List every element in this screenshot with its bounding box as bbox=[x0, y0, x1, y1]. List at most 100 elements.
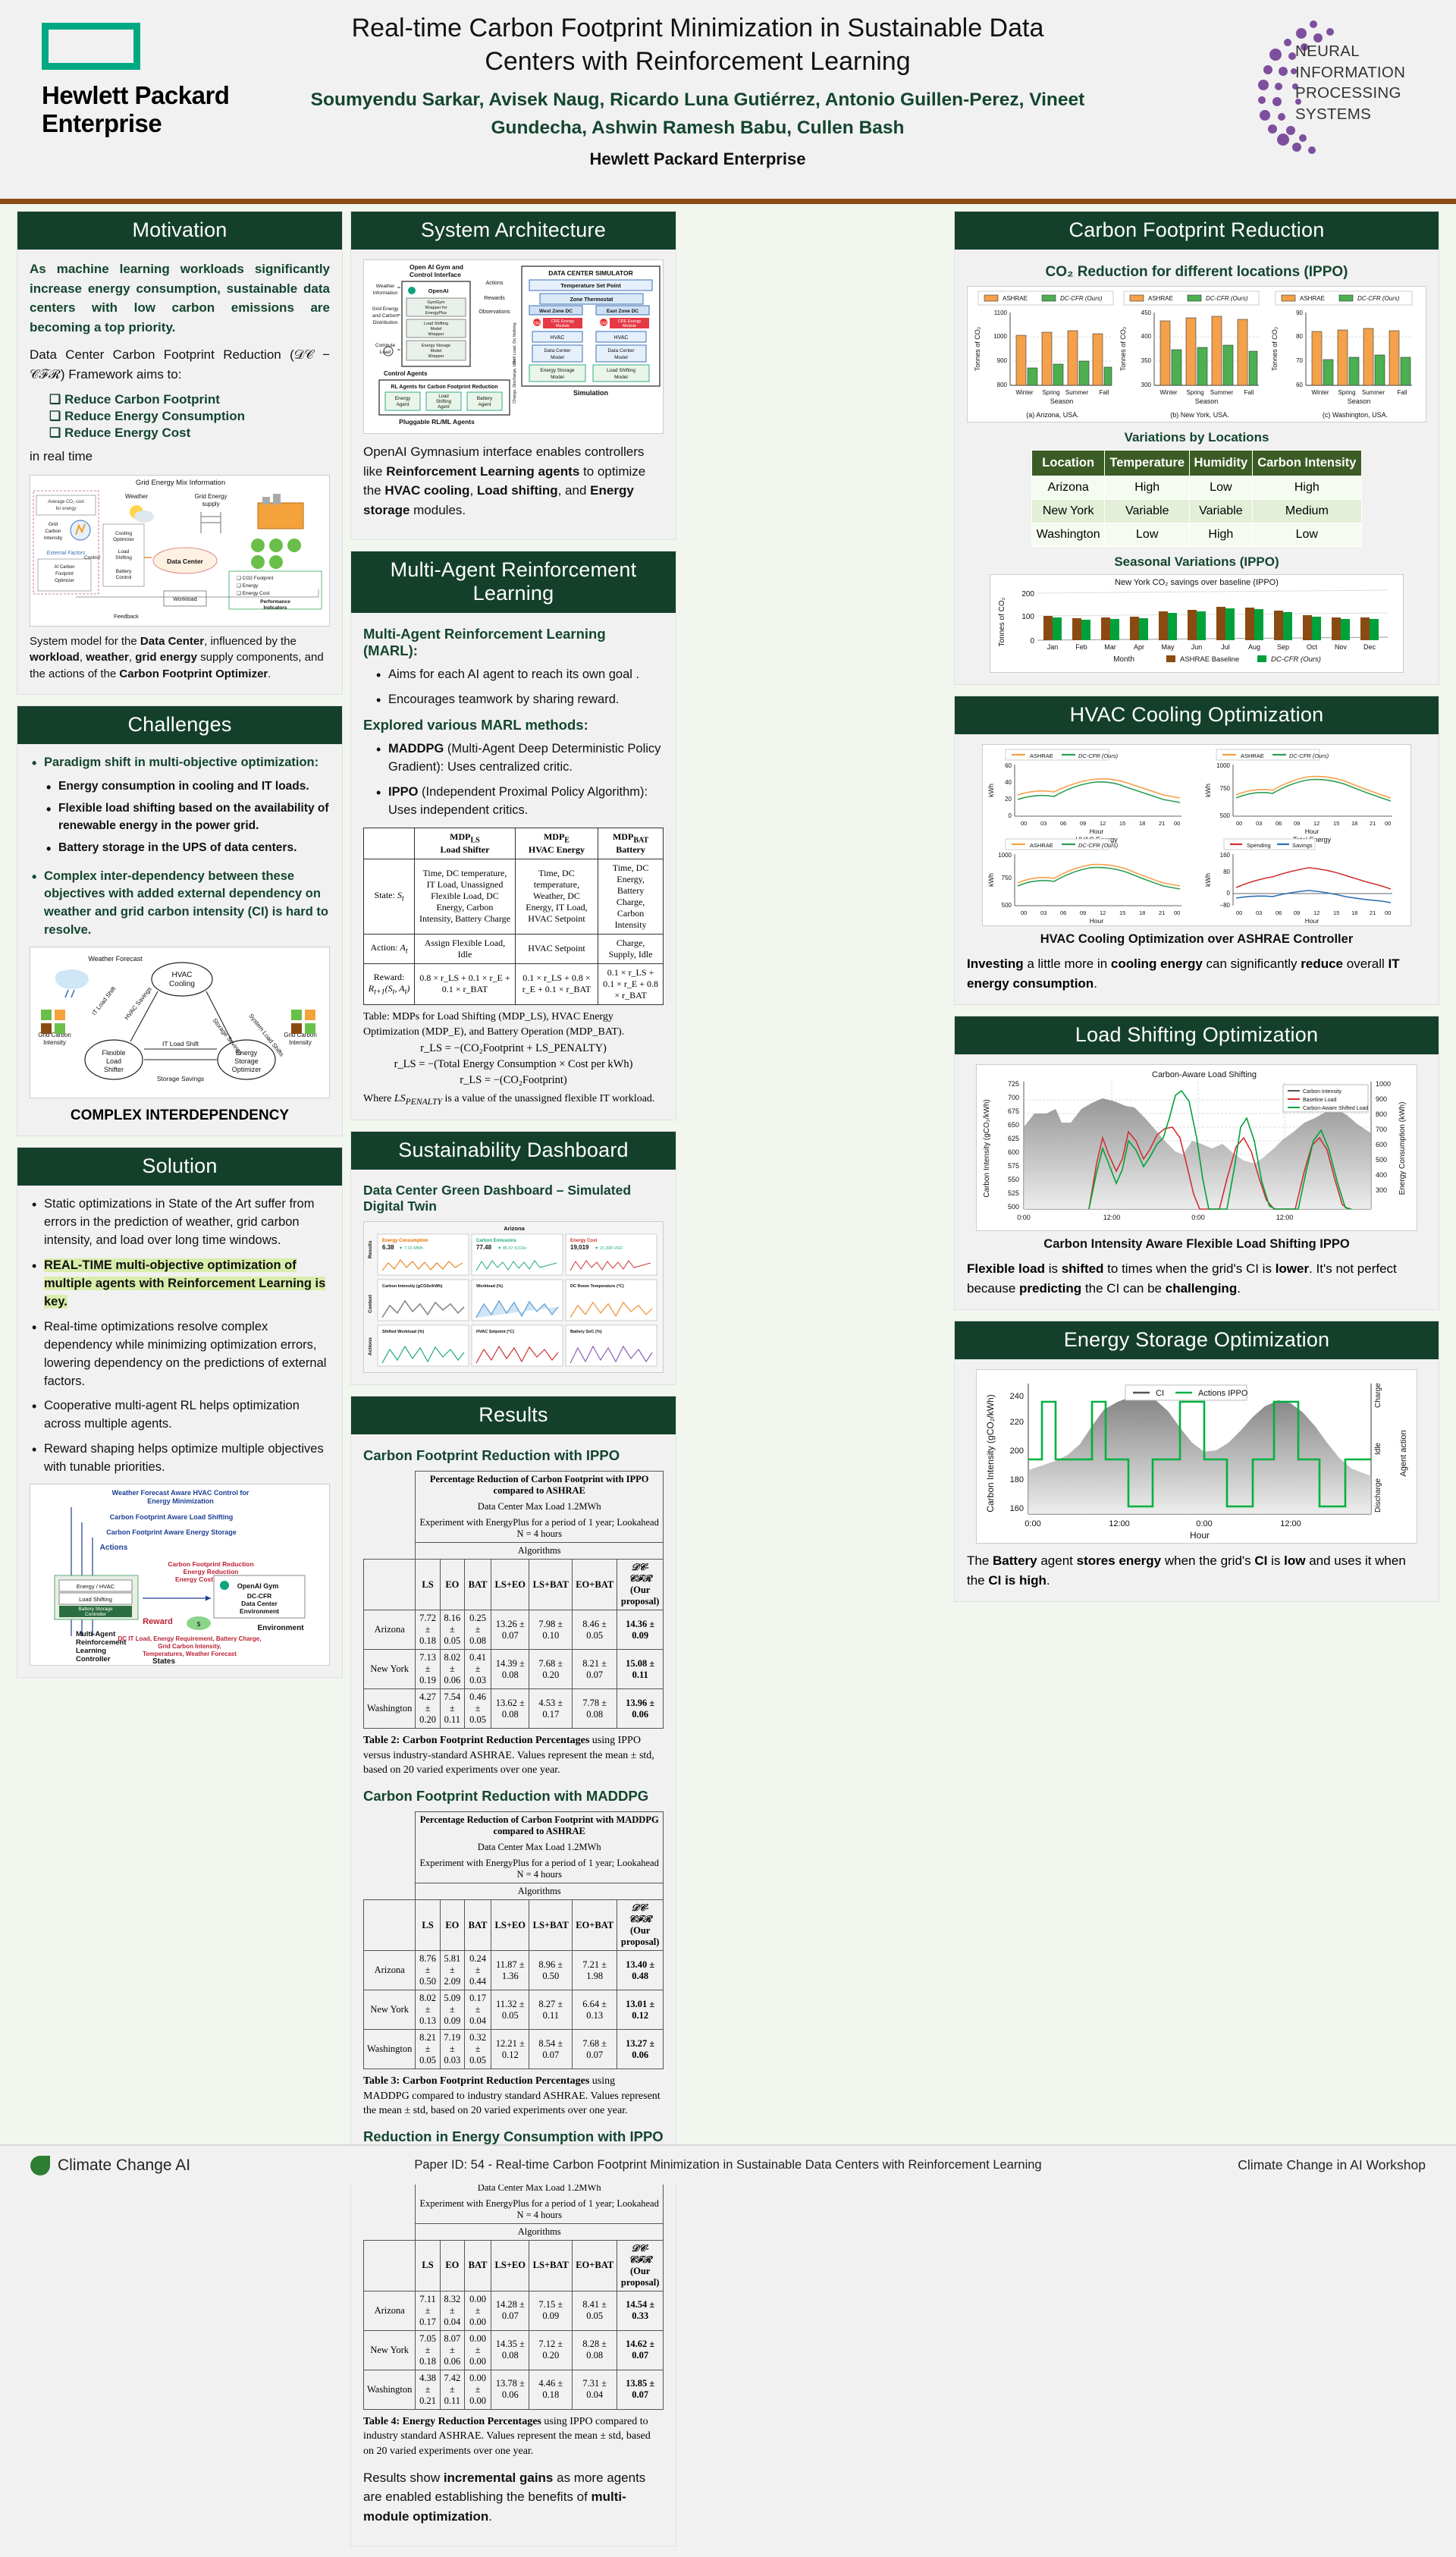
results-t3-title: Reduction in Energy Consumption with IPP… bbox=[363, 2128, 664, 2144]
loc-r0-c0: Arizona bbox=[1031, 476, 1106, 500]
svg-text:❑ CO2 Footprint: ❑ CO2 Footprint bbox=[237, 575, 274, 581]
svg-text:350: 350 bbox=[1141, 357, 1152, 364]
t2-r2-c2: 0.32 ± 0.05 bbox=[463, 2029, 492, 2070]
svg-text:Load Shifting: Load Shifting bbox=[607, 368, 635, 373]
svg-text:East Zone DC: East Zone DC bbox=[607, 309, 639, 314]
svg-text:▼ 21,308 USD: ▼ 21,308 USD bbox=[595, 1246, 623, 1251]
neurips-dots-icon bbox=[1258, 20, 1334, 154]
svg-text:Idle: Idle bbox=[1374, 1442, 1382, 1455]
svg-text:OpenAI: OpenAI bbox=[428, 287, 449, 294]
svg-text:Load Shifting: Load Shifting bbox=[79, 1596, 112, 1603]
svg-text:Footprint: Footprint bbox=[55, 572, 74, 576]
t2-hdr2: Data Center Max Load 1.2MWh bbox=[415, 1839, 664, 1856]
svg-text:ASHRAE: ASHRAE bbox=[1241, 752, 1264, 759]
t3-hdr-row3: Experiment with EnergyPlus for a period … bbox=[364, 2195, 664, 2224]
dashboard-heading: Sustainability Dashboard bbox=[351, 1132, 676, 1170]
mdp-reward-e: 0.1 × r_LS + 0.8 × r_E + 0.1 × r_BAT bbox=[514, 963, 599, 1005]
mdp-row-state: State: St Time, DC temperature, IT Load,… bbox=[362, 858, 664, 935]
load-figure-caption: Carbon Intensity Aware Flexible Load Shi… bbox=[1043, 1237, 1350, 1251]
t1-r2-c0: 4.27 ± 0.20 bbox=[415, 1688, 441, 1729]
svg-text:0:00: 0:00 bbox=[1025, 1519, 1040, 1528]
svg-text:Observations: Observations bbox=[479, 309, 510, 315]
loctable-title: Variations by Locations bbox=[1124, 430, 1269, 444]
svg-text:15: 15 bbox=[1333, 909, 1339, 916]
t2-r0-c2: 0.24 ± 0.44 bbox=[463, 1950, 492, 1991]
challenges-interdependency-diagram: Weather Forecast HVAC Cooling Flexible L… bbox=[30, 947, 330, 1099]
hpe-logo-mark bbox=[42, 23, 140, 70]
svg-text:Data Center: Data Center bbox=[241, 1600, 278, 1607]
t2-col-head: LS EO BAT LS+EO LS+BAT EO+BAT 𝒟𝒞-𝒞ℱℛ (Our… bbox=[362, 1899, 664, 1952]
dashboard-sub: Data Center Green Dashboard – Simulated … bbox=[363, 1183, 632, 1214]
marl-b2-0: MADDPG (Multi-Agent Deep Deterministic P… bbox=[374, 740, 664, 777]
svg-text:DC-CFR (Ours): DC-CFR (Ours) bbox=[1078, 752, 1119, 759]
mdp-action-ls: Assign Flexible Load, Idle bbox=[414, 933, 516, 964]
svg-text:RL Agents for Carbon Footprint: RL Agents for Carbon Footprint Reduction bbox=[391, 385, 497, 390]
svg-text:Summer: Summer bbox=[1065, 389, 1089, 396]
svg-text:DATA CENTER SIMULATOR: DATA CENTER SIMULATOR bbox=[548, 269, 632, 277]
svg-text:Energy Minimization: Energy Minimization bbox=[147, 1497, 214, 1505]
svg-text:160: 160 bbox=[1010, 1504, 1024, 1513]
svg-text:ASHRAE: ASHRAE bbox=[1300, 295, 1325, 302]
loc-col-humidity: Humidity bbox=[1189, 450, 1253, 476]
loc-head-row: Location Temperature Humidity Carbon Int… bbox=[1031, 450, 1363, 476]
svg-text:Controller: Controller bbox=[85, 1612, 107, 1617]
svg-text:800: 800 bbox=[997, 382, 1008, 388]
load-heading: Load Shifting Optimization bbox=[955, 1016, 1439, 1054]
svg-text:80: 80 bbox=[1296, 333, 1303, 340]
svg-text:Energy: Energy bbox=[395, 396, 411, 401]
challenge-sub-0-1: Flexible load shifting based on the avai… bbox=[44, 799, 330, 834]
svg-text:Fall: Fall bbox=[1398, 389, 1407, 396]
t3-col-lseo: LS+EO bbox=[491, 2239, 530, 2292]
svg-text:HVAC: HVAC bbox=[171, 971, 192, 979]
svg-text:06: 06 bbox=[1060, 909, 1066, 916]
svg-text:Spring: Spring bbox=[1186, 389, 1203, 396]
t3-r1-c3: 14.35 ± 0.08 bbox=[491, 2329, 530, 2370]
svg-text:90: 90 bbox=[1296, 309, 1303, 316]
svg-text:12: 12 bbox=[1313, 820, 1320, 827]
svg-text:Results: Results bbox=[368, 1240, 373, 1258]
t3-col-bat: BAT bbox=[463, 2239, 492, 2292]
svg-text:(b) New York, USA.: (b) New York, USA. bbox=[1170, 411, 1229, 419]
svg-text:Wrapper: Wrapper bbox=[428, 332, 444, 337]
results-t3-caption: Table 4: Energy Reduction Percentages us… bbox=[363, 2414, 664, 2459]
panel-hvac: HVAC Cooling Optimization ASHRAE DC-CFR … bbox=[954, 696, 1439, 1005]
t3-r0-our: 14.54 ± 0.33 bbox=[617, 2290, 664, 2331]
svg-text:Tonnes of CO₂: Tonnes of CO₂ bbox=[998, 597, 1006, 646]
mdp-reward-ls: 0.8 × r_LS + 0.1 × r_E + 0.1 × r_BAT bbox=[414, 963, 516, 1005]
svg-text:12: 12 bbox=[1313, 909, 1320, 916]
svg-text:Optimizer: Optimizer bbox=[232, 1066, 262, 1073]
t3-r1-c4: 7.12 ± 0.20 bbox=[529, 2329, 573, 2370]
svg-text:Grid Energy Mix Information: Grid Energy Mix Information bbox=[136, 479, 225, 487]
t2-r2-c5: 7.68 ± 0.07 bbox=[572, 2029, 618, 2070]
t2-hdr-row4: Algorithms bbox=[364, 1883, 664, 1901]
svg-text:−80: −80 bbox=[1219, 902, 1230, 909]
svg-text:Carbon Intensity (gCO₂/kWh): Carbon Intensity (gCO₂/kWh) bbox=[983, 1099, 991, 1197]
t3-r2-c1: 7.42 ± 0.11 bbox=[439, 2369, 466, 2410]
solution-item-2: Real-time optimizations resolve complex … bbox=[30, 1318, 330, 1391]
svg-text:Agent action: Agent action bbox=[1399, 1430, 1408, 1476]
t3-r2-c5: 7.31 ± 0.04 bbox=[572, 2369, 618, 2410]
svg-text:Energy Consumption: Energy Consumption bbox=[382, 1239, 428, 1243]
seasonal-title: Seasonal Variations (IPPO) bbox=[1114, 554, 1279, 569]
svg-text:Control Agents: Control Agents bbox=[384, 370, 428, 377]
svg-text:West Zone DC: West Zone DC bbox=[539, 309, 573, 314]
svg-text:60: 60 bbox=[1296, 382, 1303, 388]
svg-text:ASHRAE: ASHRAE bbox=[1030, 752, 1053, 759]
svg-text:1000: 1000 bbox=[998, 852, 1012, 859]
svg-text:160: 160 bbox=[1220, 852, 1231, 859]
svg-text:ASHRAE: ASHRAE bbox=[1003, 295, 1028, 302]
svg-text:Grid: Grid bbox=[49, 522, 58, 527]
t3-r0-c3: 14.28 ± 0.07 bbox=[491, 2290, 530, 2331]
svg-text:12: 12 bbox=[1100, 820, 1106, 827]
svg-text:Carbon Emissions: Carbon Emissions bbox=[476, 1239, 516, 1243]
svg-text:Weather: Weather bbox=[376, 284, 395, 289]
svg-text:Shift Load, Do Nothing: Shift Load, Do Nothing bbox=[513, 322, 517, 364]
svg-text:500: 500 bbox=[1002, 902, 1012, 909]
svg-text:DC IT Load, Energy Requirement: DC IT Load, Energy Requirement, Battery … bbox=[118, 1635, 262, 1642]
svg-text:Performance: Performance bbox=[260, 599, 290, 605]
t2-r1-c3: 11.32 ± 0.05 bbox=[491, 1990, 530, 2031]
svg-text:Battery Storage: Battery Storage bbox=[78, 1607, 113, 1612]
loc-col-temperature: Temperature bbox=[1104, 450, 1191, 476]
t2-r1-c2: 0.17 ± 0.04 bbox=[463, 1990, 492, 2031]
svg-text:Hour: Hour bbox=[1305, 828, 1320, 835]
